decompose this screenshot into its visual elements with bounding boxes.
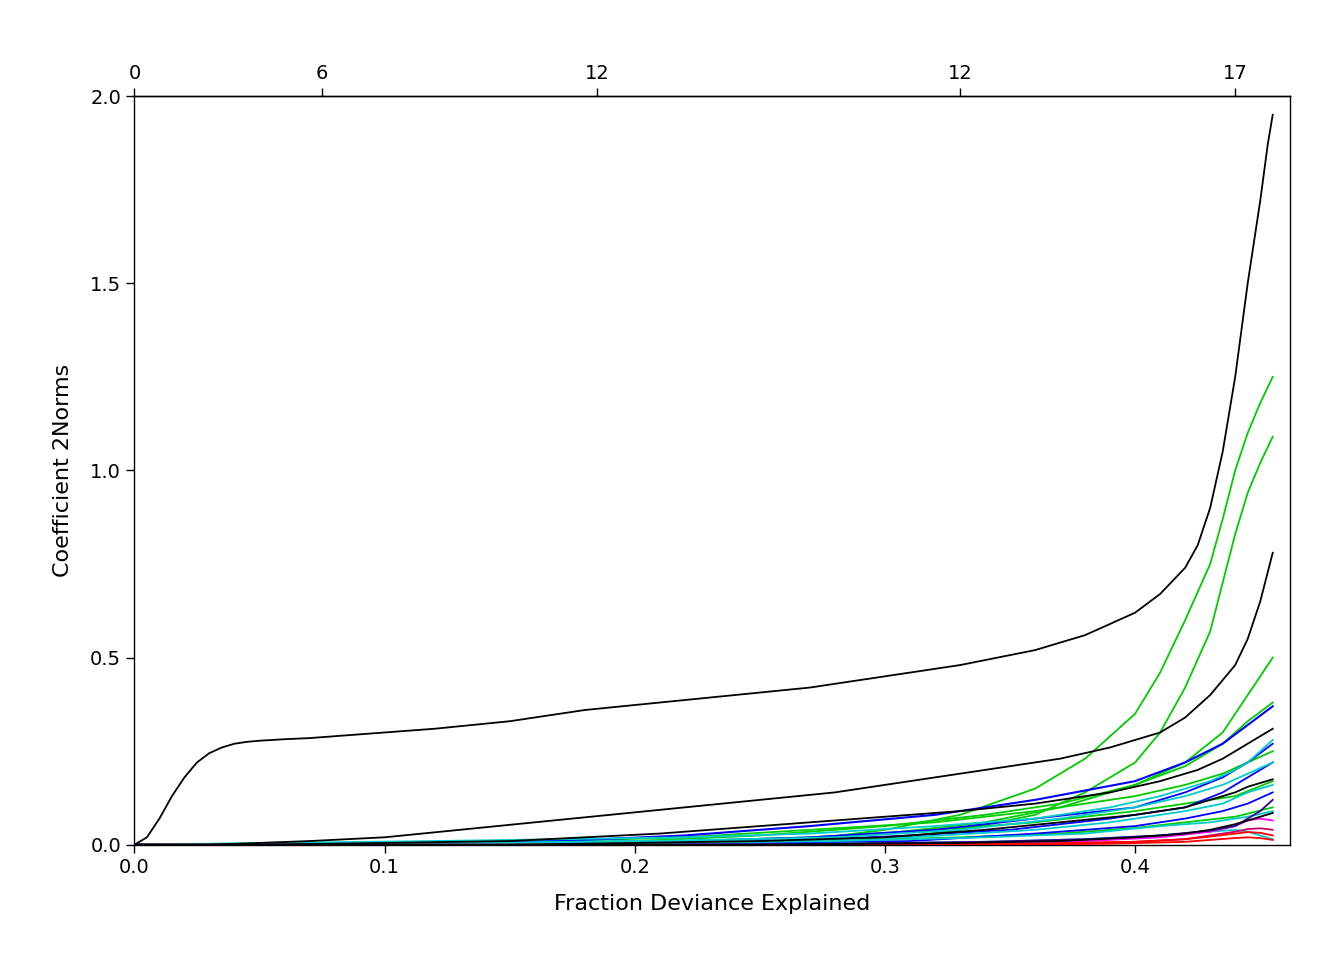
X-axis label: Fraction Deviance Explained: Fraction Deviance Explained: [554, 894, 871, 914]
Y-axis label: Coefficient 2Norms: Coefficient 2Norms: [54, 364, 74, 577]
